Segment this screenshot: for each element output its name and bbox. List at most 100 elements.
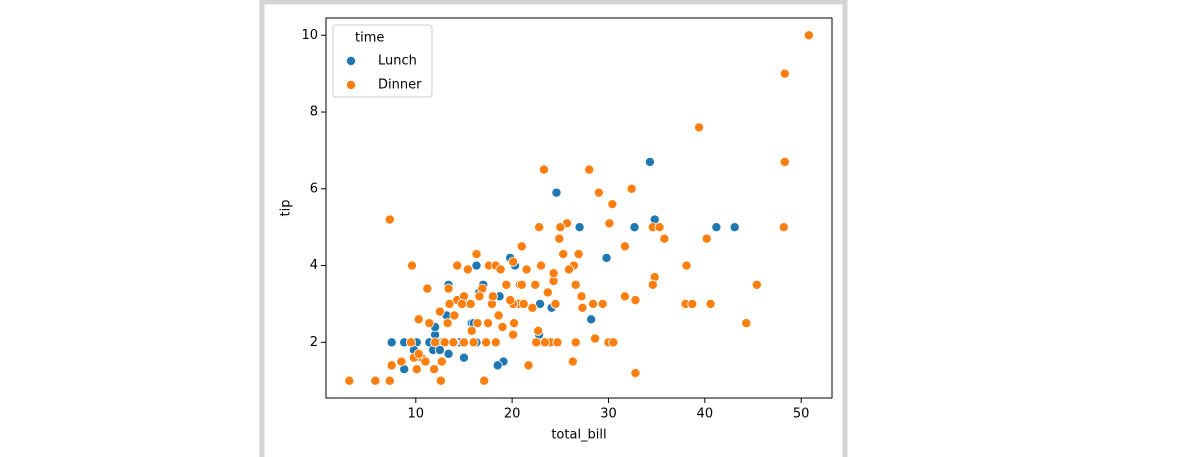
scatter-point	[550, 298, 561, 309]
scatter-point	[523, 360, 534, 371]
scatter-point	[584, 164, 595, 175]
scatter-point	[435, 375, 446, 386]
scatter-point	[701, 233, 712, 244]
legend-label: Lunch	[378, 54, 417, 69]
scatter-point	[542, 287, 553, 298]
scatter-point	[442, 318, 453, 329]
scatter-point	[436, 356, 447, 367]
y-tick-label: 10	[301, 28, 318, 43]
scatter-point	[681, 260, 692, 271]
scatter-point	[574, 222, 585, 233]
scatter-point	[505, 295, 516, 306]
y-tick-label: 4	[310, 258, 318, 273]
scatter-point	[344, 375, 355, 386]
legend-label: Dinner	[378, 78, 422, 93]
scatter-point	[619, 241, 630, 252]
scatter-point	[589, 333, 600, 344]
scatter-point	[607, 199, 618, 210]
scatter-point	[588, 298, 599, 309]
scatter-point	[516, 241, 527, 252]
y-axis-label: tip	[279, 200, 294, 217]
scatter-point	[508, 329, 519, 340]
scatter-point	[487, 291, 498, 302]
scatter-point	[493, 310, 504, 321]
scatter-point	[534, 222, 545, 233]
scatter-point	[384, 214, 395, 225]
scatter-point	[619, 291, 630, 302]
x-tick-label: 30	[600, 407, 617, 422]
scatter-point	[457, 298, 468, 309]
scatter-point	[601, 252, 612, 263]
scatter-point	[630, 368, 641, 379]
scatter-point	[508, 256, 519, 267]
x-tick-label: 10	[408, 407, 425, 422]
scatter-point	[474, 291, 485, 302]
scatter-point	[778, 222, 789, 233]
scatter-point	[570, 279, 581, 290]
scatter-point	[386, 337, 397, 348]
legend-box	[332, 24, 433, 98]
scatter-point	[483, 318, 494, 329]
scatter-point	[501, 279, 512, 290]
scatter-point	[384, 375, 395, 386]
scatter-point	[644, 156, 655, 167]
scatter-point	[458, 352, 469, 363]
scatter-point	[413, 314, 424, 325]
scatter-point	[405, 337, 416, 348]
scatter-point	[521, 264, 532, 275]
scatter-point	[554, 233, 565, 244]
scatter-point	[555, 222, 566, 233]
scatter-point	[424, 318, 435, 329]
scatter-point	[803, 30, 814, 41]
scatter-point	[430, 337, 441, 348]
scatter-point	[687, 298, 698, 309]
scatter-point	[711, 222, 722, 233]
x-tick-label: 40	[697, 407, 714, 422]
scatter-point	[527, 302, 538, 313]
scatter-point	[570, 337, 581, 348]
x-tick-label: 20	[504, 407, 521, 422]
scatter-point	[413, 348, 424, 359]
scatter-point	[563, 264, 574, 275]
scatter-point	[593, 187, 604, 198]
scatter-point	[458, 337, 469, 348]
scatter-point	[630, 295, 641, 306]
scatter-point	[471, 249, 482, 260]
scatter-point	[567, 356, 578, 367]
scatter-point	[608, 337, 619, 348]
scatter-point	[530, 279, 541, 290]
scatter-point	[548, 268, 559, 279]
scatter-point	[552, 337, 563, 348]
scatter-point	[659, 233, 670, 244]
scatter-point	[779, 156, 790, 167]
scatter-point	[465, 298, 476, 309]
scatter-point	[471, 260, 482, 271]
scatter-point	[531, 337, 542, 348]
scatter-point	[751, 279, 762, 290]
scatter-point	[420, 356, 431, 367]
scatter-point	[449, 310, 460, 321]
scatter-point	[495, 264, 506, 275]
scatter-point	[654, 222, 665, 233]
scatter-point	[481, 337, 492, 348]
scatter-point	[370, 375, 381, 386]
scatter-point	[576, 291, 587, 302]
scatter-point	[434, 306, 445, 317]
scatter-point	[497, 321, 508, 332]
scatter-point	[558, 249, 569, 260]
scatter-point	[452, 260, 463, 271]
scatter-point	[448, 337, 459, 348]
scatter-point	[586, 314, 597, 325]
y-tick-label: 8	[310, 105, 318, 120]
scatter-point	[779, 68, 790, 79]
scatter-point	[533, 325, 544, 336]
scatter-point	[551, 187, 562, 198]
scatter-point	[577, 302, 588, 313]
scatter-point	[443, 283, 454, 294]
scatter-point	[597, 298, 608, 309]
scatter-point	[462, 264, 473, 275]
scatter-point	[536, 260, 547, 271]
scatter-point	[705, 298, 716, 309]
scatter-point	[479, 375, 490, 386]
